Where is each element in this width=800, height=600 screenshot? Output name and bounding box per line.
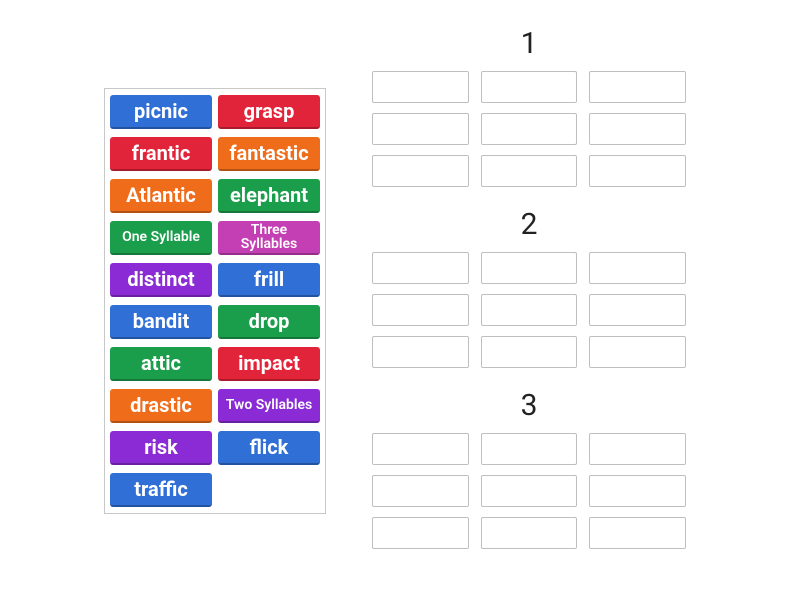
drop-slot[interactable] [589, 113, 686, 145]
word-tile[interactable]: picnic [110, 95, 212, 129]
drop-slot[interactable] [372, 155, 469, 187]
word-tile[interactable]: drastic [110, 389, 212, 423]
word-tile[interactable]: bandit [110, 305, 212, 339]
drop-grid [372, 433, 686, 549]
drop-slot[interactable] [481, 155, 578, 187]
drop-slot[interactable] [589, 294, 686, 326]
word-tile[interactable]: frantic [110, 137, 212, 171]
drop-slot[interactable] [372, 71, 469, 103]
word-tile[interactable]: Three Syllables [218, 221, 320, 255]
word-tile[interactable]: elephant [218, 179, 320, 213]
word-tile[interactable]: traffic [110, 473, 212, 507]
drop-group: 2 [372, 207, 686, 368]
drop-slot[interactable] [372, 336, 469, 368]
group-title: 1 [372, 26, 686, 61]
drop-grid [372, 71, 686, 187]
word-tile[interactable]: Atlantic [110, 179, 212, 213]
drop-slot[interactable] [372, 113, 469, 145]
word-tile[interactable]: frill [218, 263, 320, 297]
word-tile[interactable]: grasp [218, 95, 320, 129]
word-tile[interactable]: One Syllable [110, 221, 212, 255]
word-tile[interactable]: drop [218, 305, 320, 339]
word-tile[interactable]: attic [110, 347, 212, 381]
word-tile[interactable]: Two Syllables [218, 389, 320, 423]
drop-groups: 1 2 3 [372, 26, 686, 569]
drop-slot[interactable] [589, 433, 686, 465]
word-tile[interactable]: distinct [110, 263, 212, 297]
drop-slot[interactable] [481, 433, 578, 465]
drop-slot[interactable] [481, 113, 578, 145]
drop-slot[interactable] [372, 252, 469, 284]
drop-slot[interactable] [481, 294, 578, 326]
group-title: 2 [372, 207, 686, 242]
drop-slot[interactable] [589, 517, 686, 549]
drop-slot[interactable] [589, 336, 686, 368]
drop-group: 3 [372, 388, 686, 549]
word-tile[interactable]: risk [110, 431, 212, 465]
drop-slot[interactable] [589, 252, 686, 284]
word-tile[interactable]: fantastic [218, 137, 320, 171]
drop-group: 1 [372, 26, 686, 187]
drop-slot[interactable] [481, 252, 578, 284]
drop-slot[interactable] [481, 71, 578, 103]
word-tile[interactable]: impact [218, 347, 320, 381]
group-title: 3 [372, 388, 686, 423]
drop-slot[interactable] [481, 475, 578, 507]
drop-slot[interactable] [372, 517, 469, 549]
word-bank: picnicgraspfranticfantasticAtlanticeleph… [104, 88, 326, 514]
drop-slot[interactable] [589, 71, 686, 103]
drop-slot[interactable] [481, 336, 578, 368]
drop-slot[interactable] [372, 433, 469, 465]
drop-grid [372, 252, 686, 368]
drop-slot[interactable] [372, 475, 469, 507]
drop-slot[interactable] [589, 475, 686, 507]
word-tile[interactable]: flick [218, 431, 320, 465]
drop-slot[interactable] [372, 294, 469, 326]
drop-slot[interactable] [481, 517, 578, 549]
drop-slot[interactable] [589, 155, 686, 187]
